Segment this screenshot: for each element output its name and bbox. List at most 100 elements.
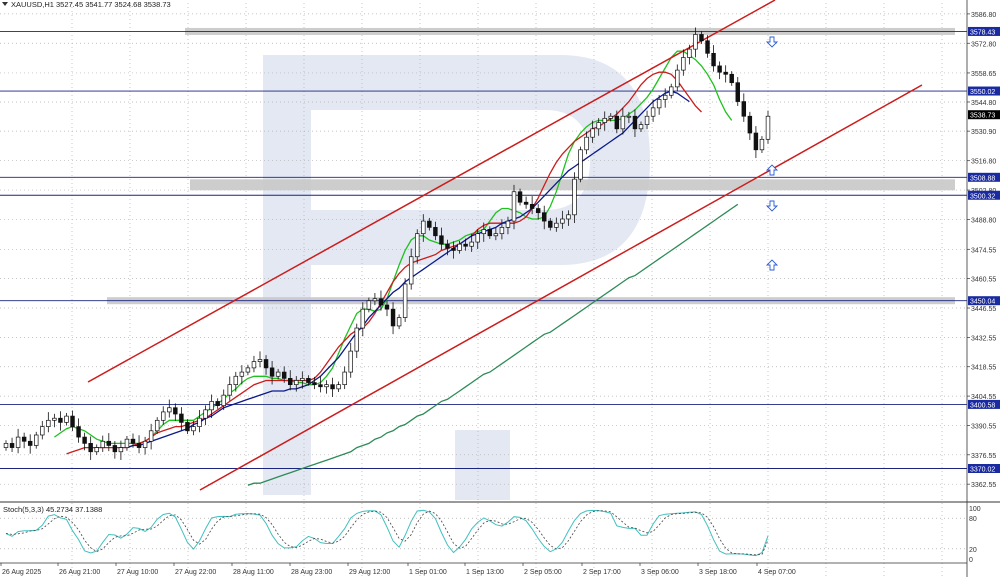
level-label-bg — [968, 464, 1000, 474]
candle-body — [294, 380, 299, 386]
candle-body — [578, 149, 583, 180]
candle-body — [723, 71, 728, 75]
price-tick-label: 3516.80 — [971, 159, 996, 166]
candle-body — [554, 222, 559, 228]
candle-body — [408, 256, 414, 285]
candle — [499, 219, 505, 240]
candle-body — [614, 115, 620, 130]
candle-body — [312, 382, 317, 386]
time-tick-label: 29 Aug 12:00 — [349, 569, 390, 576]
candle — [130, 433, 136, 448]
candle-body — [457, 243, 462, 251]
candle-body — [717, 65, 722, 73]
candle-body — [9, 443, 15, 448]
candle-body — [233, 375, 239, 386]
candle-body — [481, 229, 486, 235]
candle — [572, 172, 577, 223]
time-tick-label: 2 Sep 17:00 — [583, 569, 621, 576]
candle — [76, 418, 81, 443]
candle — [469, 233, 474, 252]
candle — [40, 420, 45, 440]
candle — [475, 229, 480, 249]
candle — [408, 248, 414, 290]
price-tick-label: 3390.55 — [971, 423, 996, 430]
candle-body — [52, 417, 57, 421]
ma-line-long — [247, 203, 739, 486]
arrow-down-icon-shape — [765, 200, 779, 212]
candle-body — [336, 384, 341, 390]
candle-body — [251, 361, 257, 369]
candle-body — [203, 409, 208, 419]
candle-body — [269, 367, 275, 377]
candle-body — [15, 436, 21, 448]
candle-body — [390, 308, 396, 327]
candle-body — [463, 243, 468, 247]
candle — [457, 241, 462, 254]
candle — [396, 314, 402, 330]
candle — [554, 217, 559, 232]
candle-body — [21, 436, 27, 442]
candle — [602, 111, 607, 131]
candle — [3, 440, 9, 451]
price-tick-label: 3488.80 — [971, 217, 996, 224]
candle-body — [384, 304, 390, 310]
candle-body — [572, 178, 577, 216]
candle-body — [82, 436, 87, 444]
candle — [154, 417, 160, 434]
candle-body — [741, 101, 747, 117]
candle — [747, 111, 753, 140]
candle — [542, 205, 547, 230]
candle — [566, 210, 571, 226]
candle — [112, 441, 118, 459]
candle — [578, 146, 583, 183]
candle-body — [644, 115, 650, 125]
arrow-up-icon — [765, 259, 779, 271]
candle-body — [372, 298, 378, 302]
candle-body — [705, 40, 710, 54]
candle — [288, 370, 293, 391]
stoch-tick-label: 20 — [969, 547, 977, 554]
candle-body — [566, 214, 571, 220]
symbol-dropdown-icon[interactable] — [2, 2, 8, 6]
candle-body — [765, 115, 771, 140]
candle — [687, 44, 692, 65]
stoch-header: Stoch(5,3,3) 45.2734 37.1388 — [3, 505, 102, 514]
candle — [632, 109, 638, 138]
candle — [179, 407, 184, 431]
watermark-logo — [263, 55, 650, 500]
time-tick-label: 2 Sep 05:00 — [524, 569, 562, 576]
channel-lower-line — [199, 84, 923, 491]
candle-body — [288, 378, 293, 386]
candle — [662, 88, 668, 108]
candle-body — [505, 220, 511, 228]
candle — [681, 49, 686, 76]
candle-body — [421, 220, 426, 235]
candle — [481, 222, 486, 242]
level-price-label: 3550.02 — [968, 86, 1000, 96]
candle-body — [34, 434, 39, 446]
candle — [142, 436, 148, 455]
candle — [390, 302, 396, 335]
level-label-text: 3500.32 — [970, 193, 995, 200]
candle — [723, 65, 728, 83]
candle-body — [161, 411, 166, 421]
candle-body — [58, 417, 63, 423]
candle — [161, 406, 166, 425]
candle — [300, 371, 305, 389]
candle — [505, 216, 511, 235]
candle-body — [451, 248, 456, 251]
candle-body — [560, 218, 565, 224]
price-labels: 3578.43 3550.02 3508.88 3500.32 3450.04 3400.… — [968, 26, 1000, 474]
watermark-foot — [455, 430, 510, 500]
candle — [227, 376, 232, 401]
candle — [402, 278, 408, 322]
candle-body — [118, 447, 124, 453]
candle-body — [632, 115, 638, 130]
candle — [372, 293, 378, 306]
candle — [415, 229, 420, 264]
candle-body — [584, 136, 589, 151]
candle — [263, 355, 269, 375]
candle-body — [257, 359, 263, 362]
current-price-bg — [968, 110, 1000, 120]
